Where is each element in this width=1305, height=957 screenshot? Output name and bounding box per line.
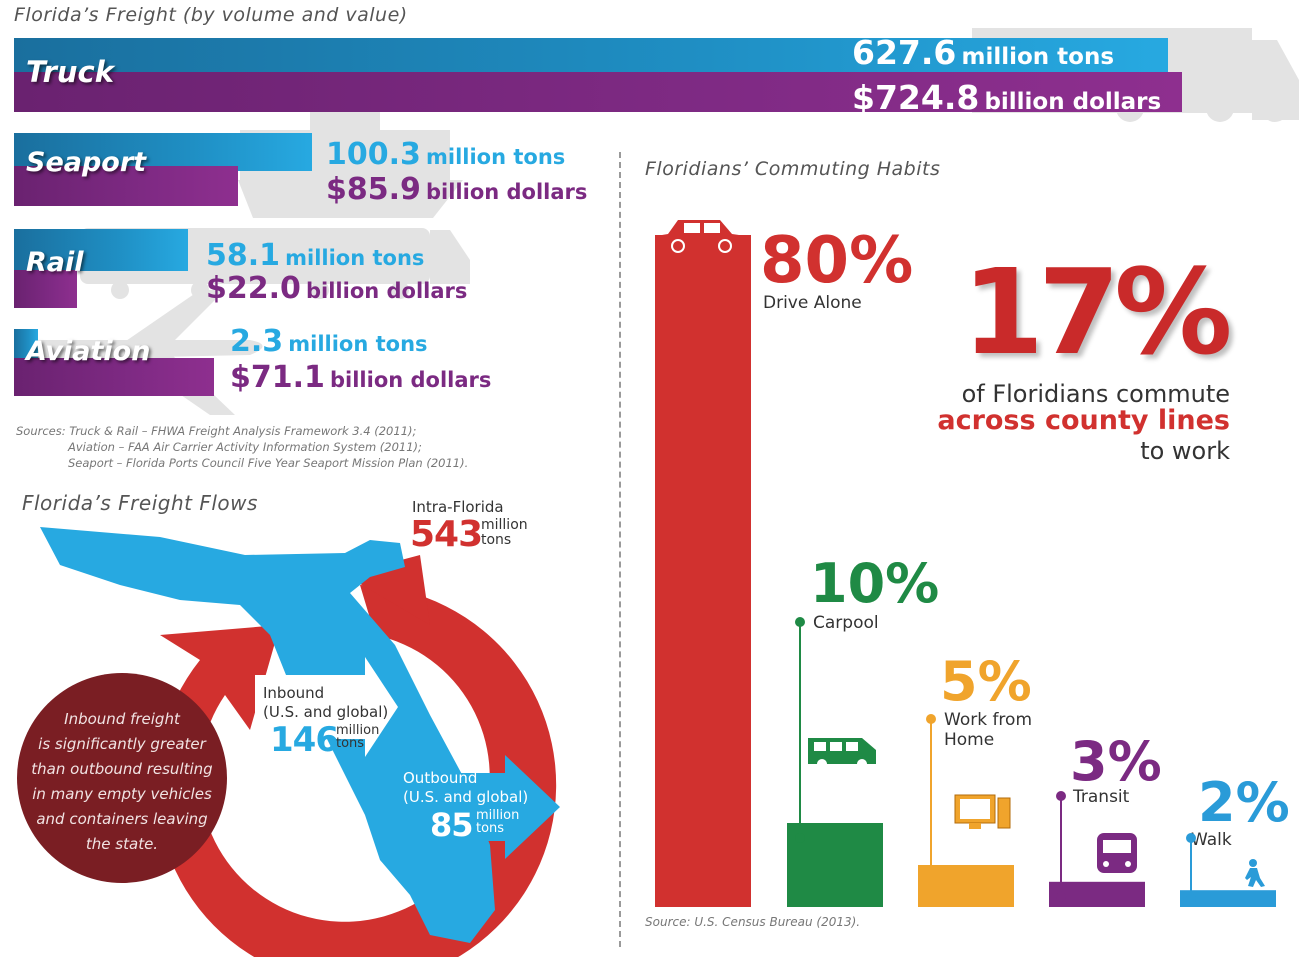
aviation-tons-bar xyxy=(14,329,38,359)
inbound-arrow xyxy=(255,657,398,757)
truck-label: Truck xyxy=(26,55,115,89)
commute-pct-label: 80% xyxy=(760,224,913,298)
commute-pct-label: 5% xyxy=(940,650,1032,713)
aviation-dollars-bar xyxy=(14,358,214,396)
computer-icon xyxy=(954,794,1011,829)
aviation-tons-text: 2.3 million tons xyxy=(230,324,428,359)
inbound-note-text: Inbound freight is significantly greater… xyxy=(31,710,213,853)
rail-dollars-text: $22.0 billion dollars xyxy=(206,271,468,306)
seaport-dollars-text: $85.9 billion dollars xyxy=(326,172,588,207)
rail-dollars-bar xyxy=(14,270,77,308)
outbound-label: Outbound (U.S. and global) xyxy=(403,769,529,806)
truck-tons-text: 627.6 million tons xyxy=(852,33,1115,72)
rail-label: Rail xyxy=(26,247,84,278)
commute-category-label: Transit xyxy=(1072,787,1130,807)
commute-bar-3 xyxy=(918,865,1014,907)
headline-line3: to work xyxy=(1140,437,1230,465)
seaport-label: Seaport xyxy=(26,147,147,178)
flows-title: Florida’s Freight Flows xyxy=(22,491,258,515)
inbound-label: Inbound (U.S. and global) xyxy=(263,684,389,721)
bus-icon xyxy=(1097,833,1137,873)
van-icon xyxy=(808,738,876,769)
truck-tons-bar xyxy=(14,38,1168,72)
commute-connector-dot xyxy=(926,714,936,724)
commute-category-label: Work from xyxy=(944,710,1032,730)
aviation-dollars-text: $71.1 billion dollars xyxy=(230,360,492,395)
inbound-value: 146 xyxy=(270,720,339,760)
commute-pct-label: 3% xyxy=(1070,730,1162,793)
headline-line1: of Floridians commute xyxy=(961,380,1230,408)
commute-category-label: Home xyxy=(944,730,994,750)
inbound-note-circle xyxy=(17,673,227,883)
commute-connector-dot xyxy=(926,875,936,885)
commute-connector-dot xyxy=(795,833,805,843)
source-line: Aviation – FAA Air Carrier Activity Info… xyxy=(68,440,422,454)
outbound-value: 85 xyxy=(430,806,474,844)
freight-sources: Sources: Truck & Rail – FHWA Freight Ana… xyxy=(16,423,468,471)
aviation-label: Aviation xyxy=(26,336,151,367)
commute-connector-dot xyxy=(1186,833,1196,843)
pedestrian-icon xyxy=(1245,859,1265,887)
outbound-arrow xyxy=(395,755,560,859)
commute-title: Floridians’ Commuting Habits xyxy=(645,158,941,180)
commute-bar-5 xyxy=(1180,890,1276,907)
commute-connector-dot xyxy=(795,617,805,627)
inbound-unit: million tons xyxy=(336,723,380,751)
commute-source: Source: U.S. Census Bureau (2013). xyxy=(645,915,861,929)
commute-category-label: Walk xyxy=(1191,830,1232,850)
seaport-tons-bar xyxy=(14,133,312,171)
intra-florida-label: Intra-Florida xyxy=(412,498,504,516)
commute-pct-label: 10% xyxy=(810,552,939,615)
headline-line2: across county lines xyxy=(937,405,1230,436)
outbound-unit: million tons xyxy=(476,808,520,836)
source-line: Sources: Truck & Rail – FHWA Freight Ana… xyxy=(16,424,417,438)
commute-category-label: Drive Alone xyxy=(763,293,862,313)
commute-connector-dot xyxy=(1056,791,1066,801)
commute-pct-label: 2% xyxy=(1198,771,1290,834)
commute-category-label: Carpool xyxy=(813,613,879,633)
freight-title: Florida’s Freight (by volume and value) xyxy=(14,4,408,26)
headline-percent: 17% xyxy=(962,243,1232,381)
florida-map-shape xyxy=(40,527,495,943)
seaport-tons-text: 100.3 million tons xyxy=(326,137,566,172)
car-icon xyxy=(656,220,746,253)
commute-bar-1 xyxy=(655,235,751,907)
commute-connector-dot xyxy=(1186,894,1196,904)
truck-dollars-bar xyxy=(14,72,1182,112)
intra-florida-unit: million tons xyxy=(481,517,528,548)
florida-flow-graphic xyxy=(40,527,560,957)
source-line: Seaport – Florida Ports Council Five Yea… xyxy=(68,456,469,470)
rail-tons-text: 58.1 million tons xyxy=(206,238,425,273)
intra-florida-value: 543 xyxy=(410,514,483,555)
rail-tons-bar xyxy=(14,229,188,271)
truck-dollars-text: $724.8 billion dollars xyxy=(852,78,1162,117)
seaport-dollars-bar xyxy=(14,166,238,206)
commute-connector-dot xyxy=(1056,891,1066,902)
section-divider xyxy=(619,152,621,947)
